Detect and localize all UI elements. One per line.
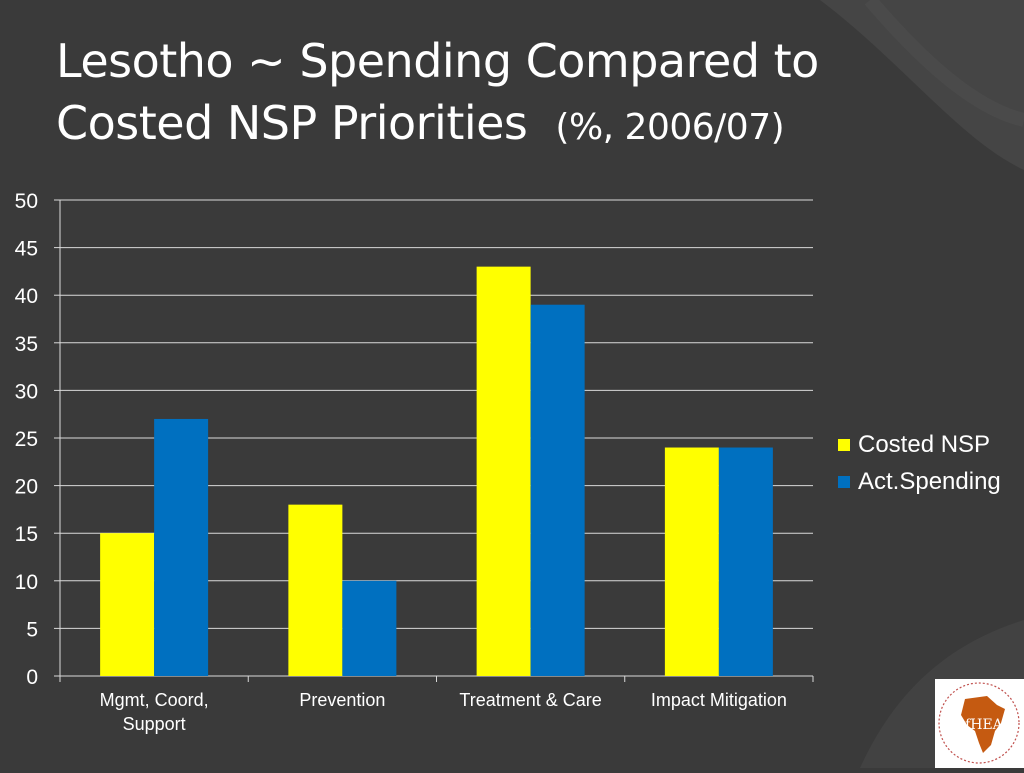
y-tick-label-40: 40: [15, 285, 38, 308]
legend-item-costed-nsp: Costed NSP: [838, 426, 1001, 463]
y-tick-label-20: 20: [15, 476, 38, 499]
bar-act-spending-2: [530, 304, 585, 676]
y-tick-label-45: 45: [15, 238, 38, 261]
y-tick-label-0: 0: [26, 666, 38, 689]
y-tick-label-50: 50: [15, 190, 38, 213]
legend-swatch-costed-nsp: [838, 438, 850, 451]
title-note: (%, 2006/07): [555, 107, 785, 148]
bar-act-spending-3: [718, 447, 773, 676]
legend-label-act-spending: Act.Spending: [858, 467, 1001, 495]
x-tick-label-0: Mgmt, Coord, Support: [100, 690, 209, 734]
y-tick-label-10: 10: [15, 571, 38, 594]
x-tick-label-3: Impact Mitigation: [651, 690, 787, 710]
africa-map-icon: AfHEA: [938, 682, 1020, 764]
legend-swatch-act-spending: [838, 475, 850, 488]
y-tick-label-15: 15: [15, 523, 38, 546]
y-tick-label-25: 25: [15, 428, 38, 451]
bar-costed-nsp-0: [100, 533, 155, 676]
bar-act-spending-1: [342, 580, 397, 676]
x-tick-label-line: Treatment & Care: [459, 690, 601, 710]
chart-legend: Costed NSP Act.Spending: [838, 426, 1001, 500]
y-tick-label-35: 35: [15, 333, 38, 356]
x-tick-label-line: Impact Mitigation: [651, 690, 787, 710]
x-tick-label-2: Treatment & Care: [459, 690, 601, 710]
y-tick-label-5: 5: [26, 618, 38, 641]
x-tick-label-1: Prevention: [299, 690, 385, 710]
title-line-2: Costed NSP Priorities: [56, 96, 528, 150]
afhea-logo: AfHEA: [935, 679, 1024, 768]
bar-costed-nsp-2: [476, 266, 531, 676]
bar-costed-nsp-3: [664, 447, 719, 676]
legend-item-act-spending: Act.Spending: [838, 463, 1001, 500]
slide-title: Lesotho ~ Spending Compared to Costed NS…: [56, 30, 956, 159]
x-tick-label-line: Support: [123, 714, 186, 734]
x-tick-label-line: Mgmt, Coord,: [100, 690, 209, 710]
y-tick-label-30: 30: [15, 380, 38, 403]
x-tick-label-line: Prevention: [299, 690, 385, 710]
bar-act-spending-0: [154, 418, 209, 676]
logo-text: AfHEA: [954, 717, 1003, 733]
title-line-1: Lesotho ~ Spending Compared to: [56, 34, 819, 88]
bar-costed-nsp-1: [288, 504, 343, 676]
legend-label-costed-nsp: Costed NSP: [858, 430, 991, 458]
